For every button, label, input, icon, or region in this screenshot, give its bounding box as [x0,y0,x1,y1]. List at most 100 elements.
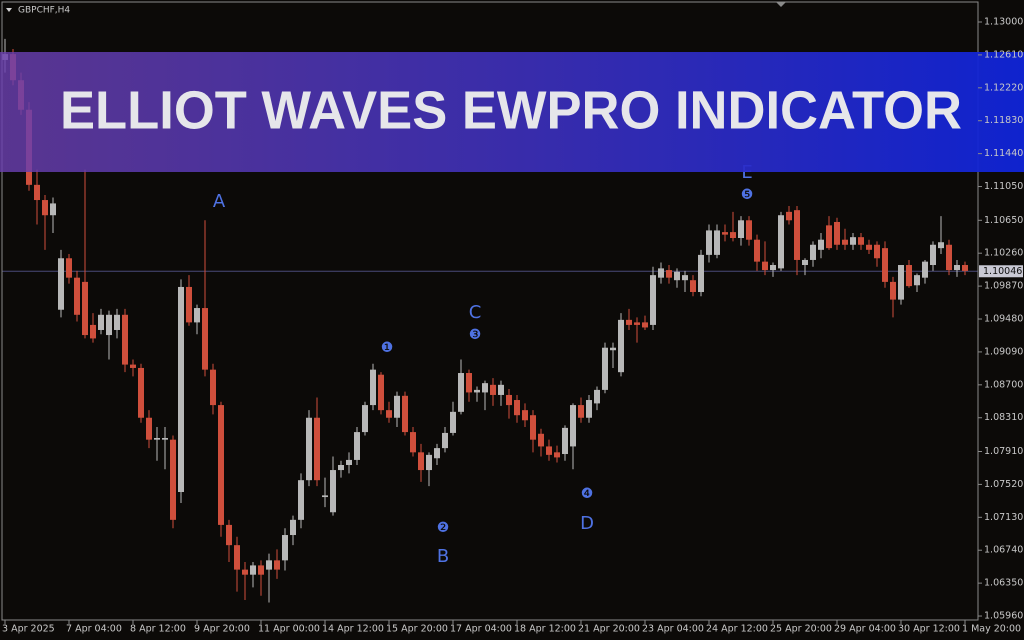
candle-body [362,405,368,433]
candle-body [106,314,112,336]
candle-body [458,373,464,412]
y-tick-label: 1.12220 [984,82,1023,93]
y-tick-label: 1.06350 [984,578,1023,589]
candle-body [930,244,936,266]
candle-body [514,400,520,416]
candle-body [290,519,296,536]
candle-body [586,400,592,418]
candle-body [450,411,456,433]
candle-body [706,230,712,255]
y-tick-label: 1.11830 [984,115,1023,126]
candle-body [698,254,704,293]
y-tick-label: 1.07910 [984,446,1023,457]
x-tick-label: 1 May 20:00 [962,624,1021,635]
candle-body [242,569,248,575]
candle-body [330,470,336,513]
candle-body [274,560,280,570]
candle-body [810,244,816,260]
candle-body [410,432,416,453]
candle-body [898,265,904,300]
candle-body [778,215,784,269]
x-tick-label: 25 Apr 20:00 [770,624,832,635]
candle-body [834,221,840,245]
wave-label: ❷ [437,520,450,536]
y-tick-label: 1.07520 [984,479,1023,490]
candle-body [426,454,432,471]
wave-label: A [213,191,226,212]
candle-body [466,373,472,393]
y-tick-label: 1.11050 [984,181,1023,192]
candle-body [946,244,952,271]
candle-body [314,417,320,481]
candle-body [802,259,808,266]
candle-body [98,314,104,330]
candle-body [634,322,640,325]
candle-body [738,220,744,239]
candle-body [178,286,184,492]
candle-body [194,308,200,323]
candle-body [562,427,568,455]
candle-body [370,369,376,406]
candle-body [234,545,240,570]
candle-body [218,405,224,525]
candle-body [130,364,136,368]
candle-body [498,384,504,395]
candle-body [690,280,696,293]
x-tick-label: 30 Apr 12:00 [898,624,960,635]
candle-body [722,232,728,235]
wave-label: ❸ [469,327,482,343]
x-tick-label: 29 Apr 04:00 [834,624,896,635]
candle-body [842,239,848,245]
candle-body [82,281,88,336]
candle-body [202,308,208,370]
x-tick-label: 24 Apr 12:00 [706,624,768,635]
wave-label: ❶ [381,340,394,356]
overlay: A ❶ ❷ B C ❸ ❹ D E ❺ [213,162,753,567]
candle-body [50,203,56,216]
x-tick-label: 7 Apr 04:00 [66,624,122,635]
wave-label: E [741,162,752,183]
candle-body [650,275,656,325]
plot-area [2,38,978,603]
x-tick-label: 23 Apr 04:00 [642,624,704,635]
candle-body [826,225,832,249]
y-tick-label: 1.13000 [984,16,1023,27]
candle-body [266,560,272,570]
symbol-menu-arrow[interactable] [6,8,12,12]
x-tick-label: 11 Apr 00:00 [258,624,320,635]
candle-body [114,314,120,330]
candle-body [474,389,480,393]
candle-body [762,261,768,271]
y-tick-label: 1.09480 [984,314,1023,325]
candle-body [378,374,384,411]
x-tick-label: 8 Apr 12:00 [130,624,186,635]
candle-body [258,565,264,575]
candle-body [538,433,544,447]
chart-shift-marker [776,2,786,7]
candle-body [594,389,600,404]
candle-body [818,239,824,250]
current-price-box [979,265,1023,278]
candle-body [890,281,896,300]
candle-body [914,275,920,286]
candle-body [418,452,424,471]
candle-body [226,524,232,546]
y-tick-label: 1.09090 [984,346,1023,357]
candle-body [874,244,880,259]
candle-body [858,237,864,245]
x-tick-label: 3 Apr 2025 [2,624,55,635]
candle-body [730,232,736,239]
y-tick-label: 1.10260 [984,248,1023,259]
wave-label: D [580,513,594,534]
candle-body [490,384,496,395]
candle-body [794,210,800,260]
candle-body [938,242,944,249]
candle-body [282,535,288,561]
candle-body [122,314,128,365]
candle-body [906,265,912,287]
candle-body [338,464,344,471]
current-price-label: 1.10046 [983,266,1022,277]
candle-body [666,270,672,278]
candle-body [482,383,488,393]
wave-label: ❹ [581,486,594,502]
